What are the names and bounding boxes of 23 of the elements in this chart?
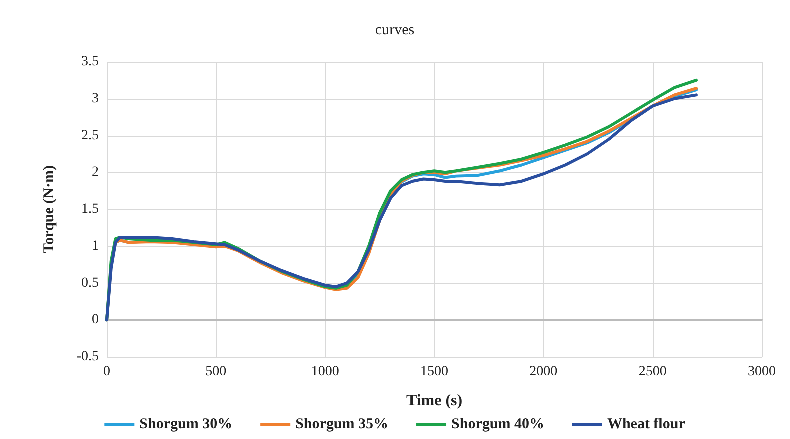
x-tick-label: 1500 — [420, 364, 448, 380]
y-tick-label: 2 — [92, 165, 99, 180]
x-tick-label: 2500 — [638, 364, 667, 380]
y-tick-label: -0.5 — [76, 350, 99, 364]
y-tick-label: 3 — [92, 91, 99, 106]
x-tick-label: 0 — [104, 364, 110, 380]
x-tick-label: 3000 — [748, 364, 776, 380]
y-tick-label: 2.5 — [82, 128, 99, 144]
legend-label: Shorgum 30% — [140, 416, 233, 432]
legend-label: Wheat flour — [607, 416, 686, 432]
chart-title: curves — [375, 22, 415, 38]
x-tick-label: 1000 — [311, 364, 340, 380]
x-axis-title: Time (s) — [406, 392, 463, 410]
legend-label: Shorgum 40% — [452, 416, 544, 432]
y-tick-label: 3.5 — [82, 54, 99, 70]
x-tick-label: 500 — [206, 364, 227, 380]
x-tick-label: 2000 — [530, 364, 558, 380]
y-tick-label: 0 — [92, 312, 99, 328]
y-tick-label: 0.5 — [82, 276, 99, 291]
y-axis-title: Torque (N·m) — [42, 166, 58, 254]
legend-label: Shorgum 35% — [296, 416, 389, 432]
y-tick-label: 1 — [92, 238, 99, 254]
y-tick-label: 1.5 — [82, 202, 99, 217]
